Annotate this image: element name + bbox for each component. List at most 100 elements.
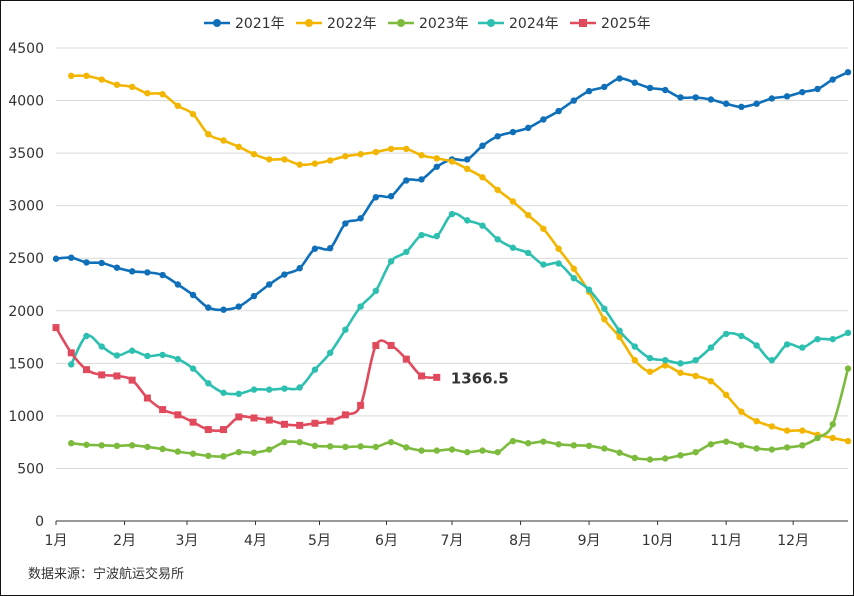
data-point — [524, 249, 532, 257]
data-point — [585, 442, 593, 450]
data-point — [266, 386, 273, 393]
series-line — [54, 326, 437, 433]
data-point — [783, 444, 791, 451]
data-point — [250, 449, 258, 456]
data-point — [799, 344, 806, 351]
y-tick-label: 3500 — [8, 146, 44, 162]
data-point — [646, 84, 654, 92]
legend-label: 2025年 — [601, 16, 651, 32]
data-point — [144, 269, 151, 276]
data-point — [189, 418, 197, 426]
data-point — [601, 445, 608, 452]
legend-item: 2022年 — [296, 16, 377, 32]
data-point — [372, 341, 380, 349]
data-point — [768, 95, 776, 102]
data-point — [524, 124, 532, 132]
data-point — [98, 76, 105, 83]
data-point — [128, 83, 136, 91]
data-point — [540, 261, 547, 268]
data-point — [524, 440, 532, 447]
x-tick-labels: 1月 2月 3月 4月 5月 6月 7月 8月 9月 10月 11月 12月 — [45, 521, 809, 549]
data-point — [204, 426, 212, 434]
data-point — [281, 271, 288, 278]
data-point — [616, 327, 623, 334]
legend-marker — [213, 19, 221, 27]
legend-label: 2021年 — [235, 16, 285, 32]
data-point — [113, 442, 121, 450]
data-point — [601, 305, 608, 312]
x-tick-label: 2月 — [113, 533, 136, 549]
data-point — [372, 194, 380, 201]
data-point — [235, 390, 242, 398]
data-point — [433, 232, 440, 240]
data-point — [646, 368, 654, 375]
data-point — [250, 150, 258, 158]
data-point — [844, 68, 852, 76]
data-point — [753, 445, 760, 452]
data-point — [631, 79, 638, 86]
data-point — [829, 76, 836, 83]
data-point — [83, 72, 90, 80]
data-point — [372, 287, 380, 295]
data-point — [570, 442, 578, 449]
data-label: 1366.5 — [451, 369, 509, 387]
legend-marker — [305, 19, 313, 27]
data-point — [448, 210, 456, 218]
data-point — [799, 88, 806, 96]
data-point — [220, 306, 227, 313]
data-point — [205, 452, 212, 460]
data-point — [601, 315, 608, 323]
data-point — [540, 438, 547, 445]
legend-item: 2021年 — [204, 16, 285, 32]
data-point — [631, 454, 638, 462]
data-point — [555, 245, 562, 252]
data-point — [540, 116, 547, 123]
data-point — [509, 437, 517, 445]
x-tick-label: 10月 — [642, 533, 674, 549]
x-tick-label: 9月 — [578, 533, 601, 549]
legend-marker — [397, 19, 405, 27]
legend-label: 2024年 — [509, 16, 559, 32]
x-tick-label: 3月 — [176, 533, 199, 549]
data-point — [326, 349, 334, 357]
data-point — [753, 100, 760, 107]
legend: 2021年 2022年 2023年 2024年 2025年 — [204, 16, 651, 32]
y-gridlines — [56, 47, 848, 469]
data-point — [372, 443, 380, 451]
data-point — [128, 376, 136, 384]
legend-marker — [487, 19, 495, 27]
data-point — [433, 373, 441, 381]
data-point — [783, 341, 791, 348]
x-tick-label: 7月 — [441, 533, 464, 549]
data-point — [692, 94, 699, 101]
legend-label: 2023年 — [419, 16, 469, 32]
data-point — [68, 72, 75, 80]
data-point — [616, 333, 623, 341]
data-point — [326, 245, 334, 252]
data-point — [677, 452, 684, 459]
data-point — [220, 389, 227, 396]
data-point — [616, 449, 623, 456]
data-point — [722, 330, 730, 338]
data-point — [52, 324, 60, 332]
data-point — [68, 254, 75, 261]
legend-item: 2025年 — [570, 16, 651, 32]
data-point — [144, 89, 151, 97]
y-tick-label: 4000 — [8, 94, 44, 110]
data-point — [509, 244, 517, 251]
data-point — [844, 437, 852, 445]
data-source-note: 数据来源：宁波航运交易所 — [28, 567, 185, 582]
data-point — [646, 456, 654, 463]
data-point — [768, 356, 776, 364]
data-point — [418, 176, 425, 183]
data-point — [464, 448, 471, 456]
data-point — [174, 102, 182, 110]
data-point — [113, 372, 121, 380]
data-point — [738, 408, 745, 415]
data-point — [662, 356, 669, 364]
data-point — [341, 411, 349, 419]
data-point — [540, 225, 547, 232]
data-point — [113, 81, 121, 88]
y-tick-label: 1000 — [8, 409, 44, 425]
